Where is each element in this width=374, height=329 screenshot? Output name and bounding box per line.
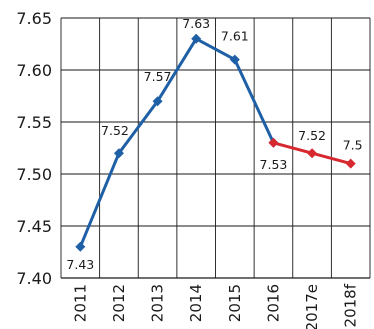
x-tick-label: 2014	[187, 284, 205, 322]
data-label: 7.52	[101, 123, 129, 138]
x-tick-label: 2018f	[342, 283, 360, 327]
data-point	[113, 148, 124, 159]
series-line-1	[78, 37, 275, 248]
x-tick-label: 2011	[71, 284, 89, 322]
x-axis-tick-labels: 2011 2012 2013 2014 2015 2016 2017e 2018f	[71, 283, 359, 329]
x-tick-label: 2015	[226, 284, 244, 322]
data-point	[345, 158, 356, 169]
x-tick-label: 2013	[149, 284, 167, 322]
x-tick-label: 2017e	[303, 284, 321, 329]
y-tick-label: 7.40	[16, 269, 52, 288]
x-tick-label: 2012	[110, 284, 128, 322]
data-labels: 7.43 7.52 7.57 7.63 7.61 7.53 7.52 7.5	[66, 16, 362, 272]
data-label: 7.43	[66, 257, 94, 272]
data-point	[307, 148, 318, 159]
data-point	[268, 137, 279, 148]
data-label: 7.52	[298, 128, 326, 143]
y-tick-label: 7.50	[16, 165, 52, 184]
data-label: 7.57	[144, 69, 172, 84]
data-label: 7.5	[343, 138, 363, 153]
y-tick-label: 7.45	[16, 217, 52, 236]
y-tick-label: 7.60	[16, 61, 52, 80]
data-point	[229, 54, 240, 65]
data-points	[75, 33, 356, 252]
data-label: 7.53	[260, 157, 288, 172]
data-point	[75, 241, 86, 252]
x-tick-label: 2016	[264, 284, 282, 322]
y-axis-tick-labels: 7.40 7.45 7.50 7.55 7.60 7.65	[16, 9, 52, 288]
y-tick-label: 7.55	[16, 113, 52, 132]
data-label: 7.63	[182, 16, 210, 31]
y-tick-label: 7.65	[16, 9, 52, 28]
data-point	[191, 33, 202, 44]
grid	[60, 17, 371, 279]
data-label: 7.61	[221, 29, 249, 44]
data-point	[152, 96, 163, 107]
